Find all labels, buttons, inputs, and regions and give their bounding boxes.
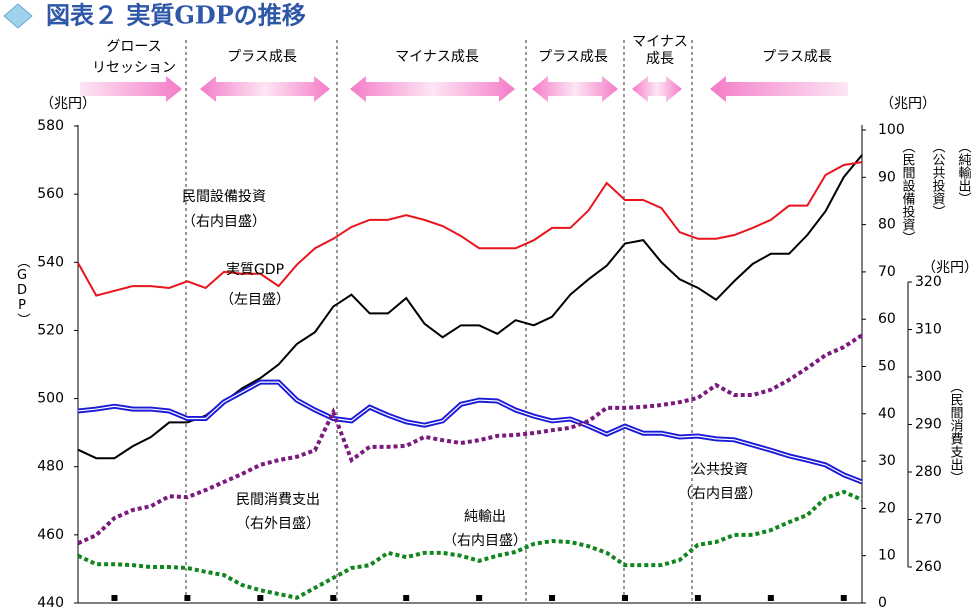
y2-tick-label: 10 bbox=[878, 548, 896, 564]
y3-tick-label: 280 bbox=[915, 464, 942, 480]
phase-arrow bbox=[80, 76, 182, 102]
phase-arrow bbox=[632, 76, 682, 102]
phase-arrow bbox=[710, 76, 848, 102]
axis-title: （純輸出） bbox=[956, 140, 972, 205]
series-label: 純輸出 bbox=[464, 509, 506, 525]
title-icon bbox=[3, 3, 33, 29]
phase-label: 成長 bbox=[646, 51, 674, 67]
x-tick-mark bbox=[111, 595, 118, 601]
y2-tick-label: 20 bbox=[878, 500, 896, 516]
y2-tick-label: 100 bbox=[878, 122, 905, 138]
axis-title: （公共投資） bbox=[930, 140, 946, 218]
y-tick-label: 580 bbox=[37, 118, 64, 134]
series-note: （右外目盛） bbox=[236, 516, 320, 532]
y2-tick-label: 80 bbox=[878, 217, 896, 233]
phase-label: マイナス成長 bbox=[395, 49, 479, 65]
series-line bbox=[77, 161, 863, 297]
unit-label: （兆円） bbox=[880, 96, 936, 112]
x-tick-mark bbox=[476, 595, 483, 601]
phase-arrow bbox=[200, 76, 330, 102]
phase-label: プラス成長 bbox=[227, 49, 297, 65]
x-tick-mark bbox=[694, 595, 701, 601]
series-label: 民間消費支出 bbox=[236, 492, 320, 508]
x-tick-mark bbox=[403, 595, 410, 601]
y3-tick-label: 300 bbox=[915, 369, 942, 385]
y-tick-label: 480 bbox=[37, 459, 64, 475]
y-tick-label: 440 bbox=[37, 595, 64, 611]
phase-label: グロース bbox=[106, 39, 161, 55]
y-tick-label: 520 bbox=[37, 322, 64, 338]
y3-tick-label: 310 bbox=[915, 322, 942, 338]
x-tick-mark bbox=[257, 595, 264, 601]
series-note: （右内目盛） bbox=[443, 533, 527, 549]
x-tick-mark bbox=[184, 595, 191, 601]
phase-label: リセッション bbox=[92, 60, 176, 76]
y2-tick-label: 50 bbox=[878, 359, 896, 375]
phase-label: プラス成長 bbox=[538, 49, 608, 65]
phase-arrow bbox=[350, 76, 515, 102]
y3-tick-label: 270 bbox=[915, 512, 942, 528]
phase-arrow bbox=[532, 76, 618, 102]
series-label: 実質GDP bbox=[226, 262, 284, 278]
y3-tick-label: 290 bbox=[915, 417, 942, 433]
series-label: 公共投資 bbox=[692, 462, 748, 478]
series-note: （右内目盛） bbox=[678, 486, 762, 502]
x-tick-mark bbox=[330, 595, 337, 601]
y2-tick-label: 40 bbox=[878, 406, 896, 422]
axis-title: （GDP） bbox=[15, 255, 31, 326]
y2-tick-label: 60 bbox=[878, 311, 896, 327]
unit-label: （兆円） bbox=[922, 260, 975, 276]
y2-tick-label: 70 bbox=[878, 264, 896, 280]
y3-tick-label: 260 bbox=[915, 559, 942, 575]
series-note: （右内目盛） bbox=[182, 214, 266, 230]
y2-tick-label: 30 bbox=[878, 453, 896, 469]
y-tick-label: 540 bbox=[37, 254, 64, 270]
unit-label: （兆円） bbox=[40, 96, 96, 112]
series-line bbox=[77, 333, 864, 546]
x-tick-mark bbox=[621, 595, 628, 601]
phase-label: プラス成長 bbox=[762, 49, 832, 65]
y3-tick-label: 320 bbox=[915, 274, 942, 290]
axis-title: （民間消費支出） bbox=[948, 380, 964, 484]
series-note: （左目盛） bbox=[220, 292, 290, 308]
y2-tick-label: 0 bbox=[878, 595, 887, 611]
y-tick-label: 500 bbox=[37, 391, 64, 407]
x-tick-mark bbox=[840, 595, 847, 601]
x-tick-mark bbox=[549, 595, 556, 601]
x-tick-mark bbox=[767, 595, 774, 601]
chart-title: 図表２ 実質GDPの推移 bbox=[46, 1, 306, 30]
series-line-inner bbox=[77, 381, 863, 483]
y-tick-label: 560 bbox=[37, 186, 64, 202]
y2-tick-label: 90 bbox=[878, 169, 896, 185]
series-label: 民間設備投資 bbox=[182, 189, 266, 205]
phase-label: マイナス bbox=[632, 34, 688, 50]
y-tick-label: 460 bbox=[37, 527, 64, 543]
series-line bbox=[77, 489, 863, 600]
axis-title: （民間設備投資） bbox=[900, 140, 916, 244]
